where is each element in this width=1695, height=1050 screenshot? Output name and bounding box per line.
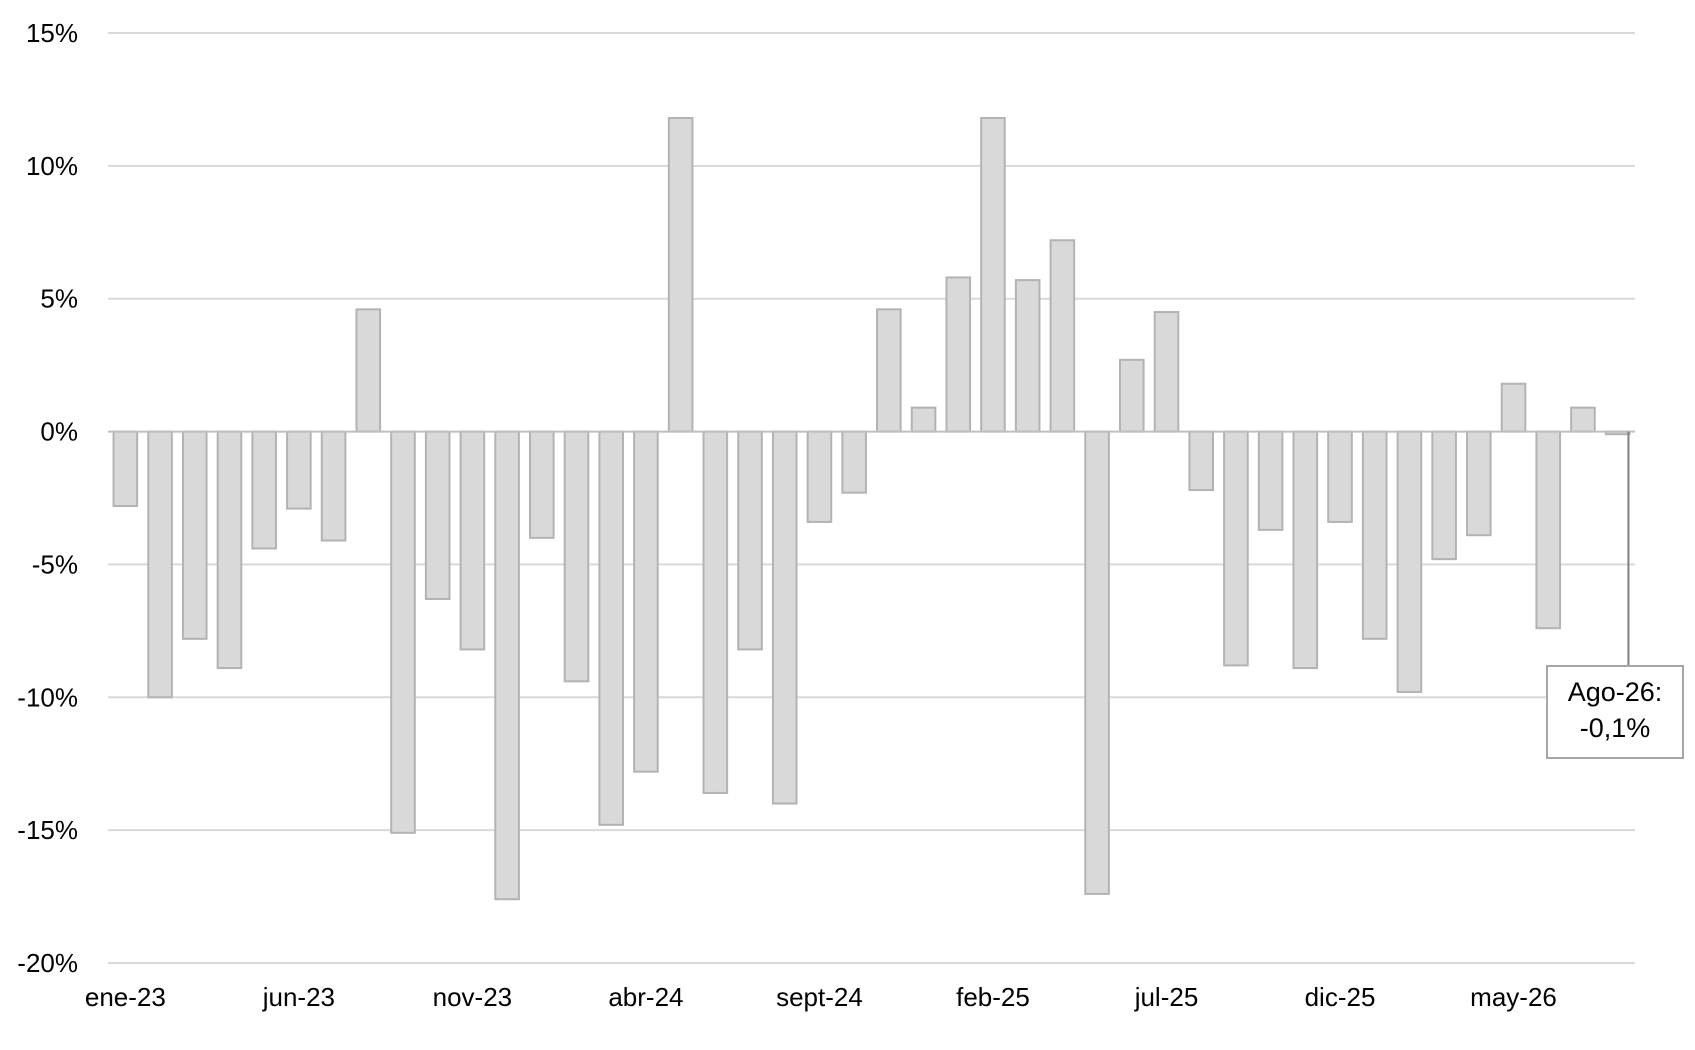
bar-jun-26: [1535, 430, 1562, 630]
y-tick-label: 0%: [40, 417, 78, 447]
bar-ago-23: [355, 308, 382, 433]
bar-feb-26: [1396, 430, 1423, 693]
bar-sept-25: [1223, 430, 1249, 667]
bar-abr-24: [633, 430, 659, 773]
bar-nov-24: [876, 308, 902, 433]
callout-box: [1546, 665, 1684, 759]
bar-ene-25: [945, 276, 972, 433]
bar-jun-23: [286, 430, 312, 510]
bar-feb-25: [980, 117, 1006, 433]
bar-oct-23: [424, 430, 451, 600]
y-axis-ticks: 15% 10% 5% 0% -5% -10% -15% -20%: [17, 18, 78, 978]
y-tick-label: 5%: [40, 284, 78, 314]
x-tick-label: dic-25: [1305, 982, 1376, 1012]
bar-ago-25: [1188, 430, 1214, 492]
bar-jun-24: [702, 430, 729, 794]
bar-feb-23: [147, 430, 173, 699]
y-tick-label: 10%: [26, 151, 78, 181]
bars: [112, 117, 1631, 901]
bar-dic-25: [1327, 430, 1353, 523]
bar-sept-23: [390, 430, 416, 834]
bar-may-24: [667, 117, 694, 433]
bar-abr-23: [216, 430, 243, 670]
bar-dic-23: [494, 430, 520, 901]
bar-oct-25: [1257, 430, 1284, 531]
bar-ene-26: [1361, 430, 1388, 640]
bar-ene-24: [529, 430, 555, 539]
bar-may-26: [1500, 382, 1527, 433]
x-tick-label: nov-23: [433, 982, 513, 1012]
bar-mar-26: [1431, 430, 1457, 561]
bar-nov-25: [1292, 430, 1319, 670]
x-tick-label: sept-24: [776, 982, 863, 1012]
x-tick-label: jul-25: [1134, 982, 1199, 1012]
bar-mar-23: [181, 430, 208, 640]
y-tick-label: -10%: [17, 682, 78, 712]
bar-may-25: [1084, 430, 1110, 895]
y-tick-label: 15%: [26, 18, 78, 48]
bar-ene-23: [112, 430, 139, 507]
x-tick-label: feb-25: [956, 982, 1030, 1012]
bar-mar-25: [1014, 279, 1041, 433]
bar-jul-24: [737, 430, 763, 651]
bar-ago-24: [771, 430, 798, 805]
bar-may-23: [251, 430, 277, 550]
x-tick-label: may-26: [1470, 982, 1557, 1012]
bar-oct-24: [841, 430, 867, 494]
x-tick-label: abr-24: [608, 982, 683, 1012]
bar-abr-26: [1466, 430, 1492, 537]
y-tick-label: -15%: [17, 815, 78, 845]
bar-jul-23: [320, 430, 347, 542]
callout-text: Ago-26:: [1568, 677, 1663, 707]
bar-mar-24: [598, 430, 625, 826]
bar-dic-24: [910, 406, 937, 433]
callout: Ago-26: -0,1%: [1546, 431, 1684, 759]
y-tick-label: -5%: [32, 549, 78, 579]
bar-jul-25: [1153, 311, 1180, 433]
x-tick-label: ene-23: [85, 982, 166, 1012]
bar-jul-26: [1570, 406, 1596, 433]
y-tick-label: -20%: [17, 948, 78, 978]
callout-text: -0,1%: [1580, 713, 1651, 743]
x-axis-ticks: ene-23 jun-23 nov-23 abr-24 sept-24 feb-25 jul…: [85, 982, 1557, 1012]
bar-sept-24: [806, 430, 833, 523]
bar-nov-23: [459, 430, 486, 651]
bar-feb-24: [563, 430, 590, 683]
bar-jun-25: [1118, 358, 1145, 433]
bar-abr-25: [1049, 239, 1076, 433]
gridlines: [108, 32, 1635, 964]
x-tick-label: jun-23: [262, 982, 335, 1012]
